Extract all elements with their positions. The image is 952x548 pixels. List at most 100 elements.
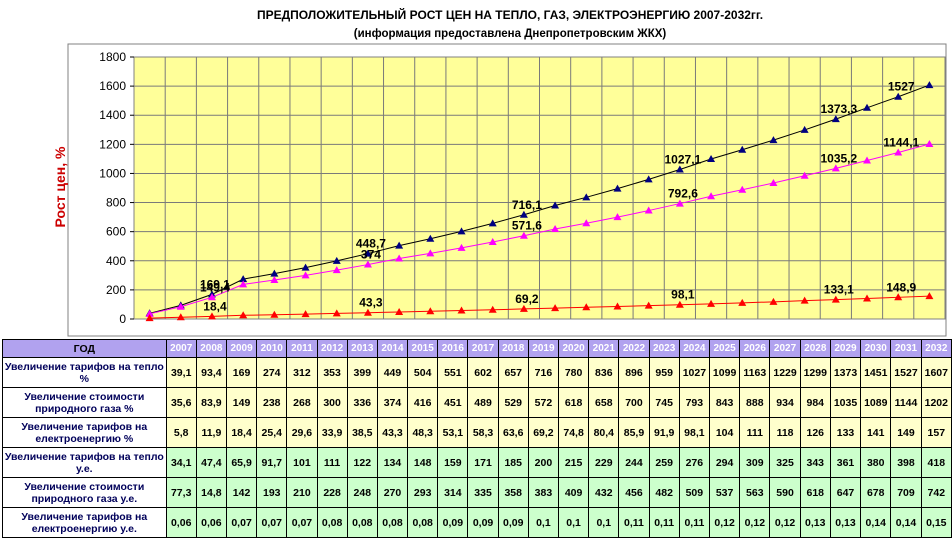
gas-point [426, 249, 435, 257]
table-cell: 34,1 [165, 447, 197, 478]
table-cell: 618 [799, 477, 831, 508]
elec-point [769, 297, 778, 305]
heat-point [239, 275, 248, 283]
chart-subtitle: (информация предоставлена Днепропетровск… [353, 28, 667, 40]
table-row: Увеличение тарифов на електроенергию % 5,… [2, 417, 952, 448]
table-cell: 43,3 [376, 417, 409, 448]
table-cell: 745 [648, 387, 680, 418]
y-tick-label: 1200 [99, 137, 126, 151]
gas-point [582, 219, 591, 227]
gas-point [270, 275, 279, 283]
heat-data-label: 716,1 [512, 198, 542, 212]
elec-point [363, 308, 372, 316]
table-cell: 0,14 [890, 507, 922, 538]
table-cell: 590 [769, 477, 801, 508]
gas-data-label: 571,6 [512, 219, 542, 233]
table-cell: 551 [437, 357, 469, 388]
table-cell: 85,9 [618, 417, 650, 448]
year-header-cell: 2007 [165, 339, 197, 358]
table-cell: 678 [860, 477, 892, 508]
row-label: Увеличение тарифов на електроенергию % [2, 417, 167, 448]
elec-point [519, 304, 528, 312]
table-cell: 416 [407, 387, 439, 418]
year-header-cell: 2010 [256, 339, 288, 358]
table-cell: 270 [376, 477, 409, 508]
heat-point [894, 92, 903, 100]
table-cell: 529 [497, 387, 529, 418]
gas-point [613, 213, 622, 221]
row-label: Увеличение тарифов на тепло у.е. [2, 447, 167, 478]
table-cell: 77,3 [165, 477, 197, 508]
heat-data-label: 1527 [888, 80, 915, 94]
heat-point [488, 219, 497, 227]
table-cell: 133 [829, 417, 862, 448]
year-header-cell: 2018 [497, 339, 529, 358]
gas-point [644, 206, 653, 214]
heat-point [332, 256, 341, 264]
table-cell: 200 [527, 447, 560, 478]
table-cell: 1163 [739, 357, 771, 388]
table-cell: 1202 [920, 387, 952, 418]
elec-point [426, 307, 435, 315]
elec-point [395, 307, 404, 315]
table-cell: 248 [346, 477, 378, 508]
year-header-label: ГОД [2, 339, 167, 358]
table-cell: 0,07 [256, 507, 288, 538]
elec-point [457, 306, 466, 314]
table-cell: 48,3 [407, 417, 439, 448]
table-cell: 157 [920, 417, 952, 448]
elec-point [488, 305, 497, 313]
gas-data-label: 1035,2 [820, 151, 857, 165]
table-cell: 1089 [860, 387, 892, 418]
elec-point [176, 313, 185, 321]
table-cell: 537 [708, 477, 741, 508]
table-cell: 83,9 [195, 387, 227, 418]
table-cell: 398 [890, 447, 922, 478]
table-cell: 33,9 [316, 417, 348, 448]
gas-point [738, 185, 747, 193]
year-header-cell: 2025 [708, 339, 741, 358]
table-cell: 1099 [708, 357, 741, 388]
table-cell: 896 [618, 357, 650, 388]
table-cell: 836 [588, 357, 620, 388]
gas-point [301, 271, 310, 279]
heat-point [863, 103, 872, 111]
y-tick-label: 800 [106, 196, 126, 210]
table-cell: 228 [316, 477, 348, 508]
table-cell: 312 [286, 357, 318, 388]
table-cell: 0,1 [557, 507, 590, 538]
table-cell: 418 [920, 447, 952, 478]
table-header-row: ГОД 2007 2008 2009 2010 2011 2012 2013 2014 2015 2… [2, 339, 952, 358]
table-cell: 602 [467, 357, 499, 388]
heat-point [301, 263, 310, 271]
heat-point [613, 184, 622, 192]
heat-point [644, 175, 653, 183]
table-cell: 1373 [829, 357, 862, 388]
elec-point [707, 299, 716, 307]
table-cell: 482 [648, 477, 680, 508]
table-row: Увеличение стоимости природного газа у.е… [2, 477, 952, 508]
table-cell: 126 [799, 417, 831, 448]
elec-point [894, 293, 903, 301]
table-cell: 325 [769, 447, 801, 478]
heat-point [363, 249, 372, 257]
elec-point [831, 295, 840, 303]
table-cell: 504 [407, 357, 439, 388]
table-cell: 215 [557, 447, 590, 478]
chart-title: ПРЕДПОЛОЖИТЕЛЬНЫЙ РОСТ ЦЕН НА ТЕПЛО, ГАЗ… [256, 8, 764, 22]
elec-point [551, 304, 560, 312]
table-cell: 793 [678, 387, 710, 418]
elec-point [613, 302, 622, 310]
y-tick-label: 1800 [99, 50, 126, 64]
heat-data-label: 448,7 [356, 237, 386, 251]
gas-data-label: 792,6 [668, 187, 698, 201]
year-header-cell: 2032 [920, 339, 952, 358]
elec-data-label: 133,1 [824, 283, 854, 297]
table-cell: 101 [286, 447, 318, 478]
table-cell: 149 [890, 417, 922, 448]
year-header-cell: 2022 [618, 339, 650, 358]
table-cell: 380 [860, 447, 892, 478]
table-cell: 0,06 [165, 507, 197, 538]
table-cell: 244 [618, 447, 650, 478]
elec-point [644, 301, 653, 309]
